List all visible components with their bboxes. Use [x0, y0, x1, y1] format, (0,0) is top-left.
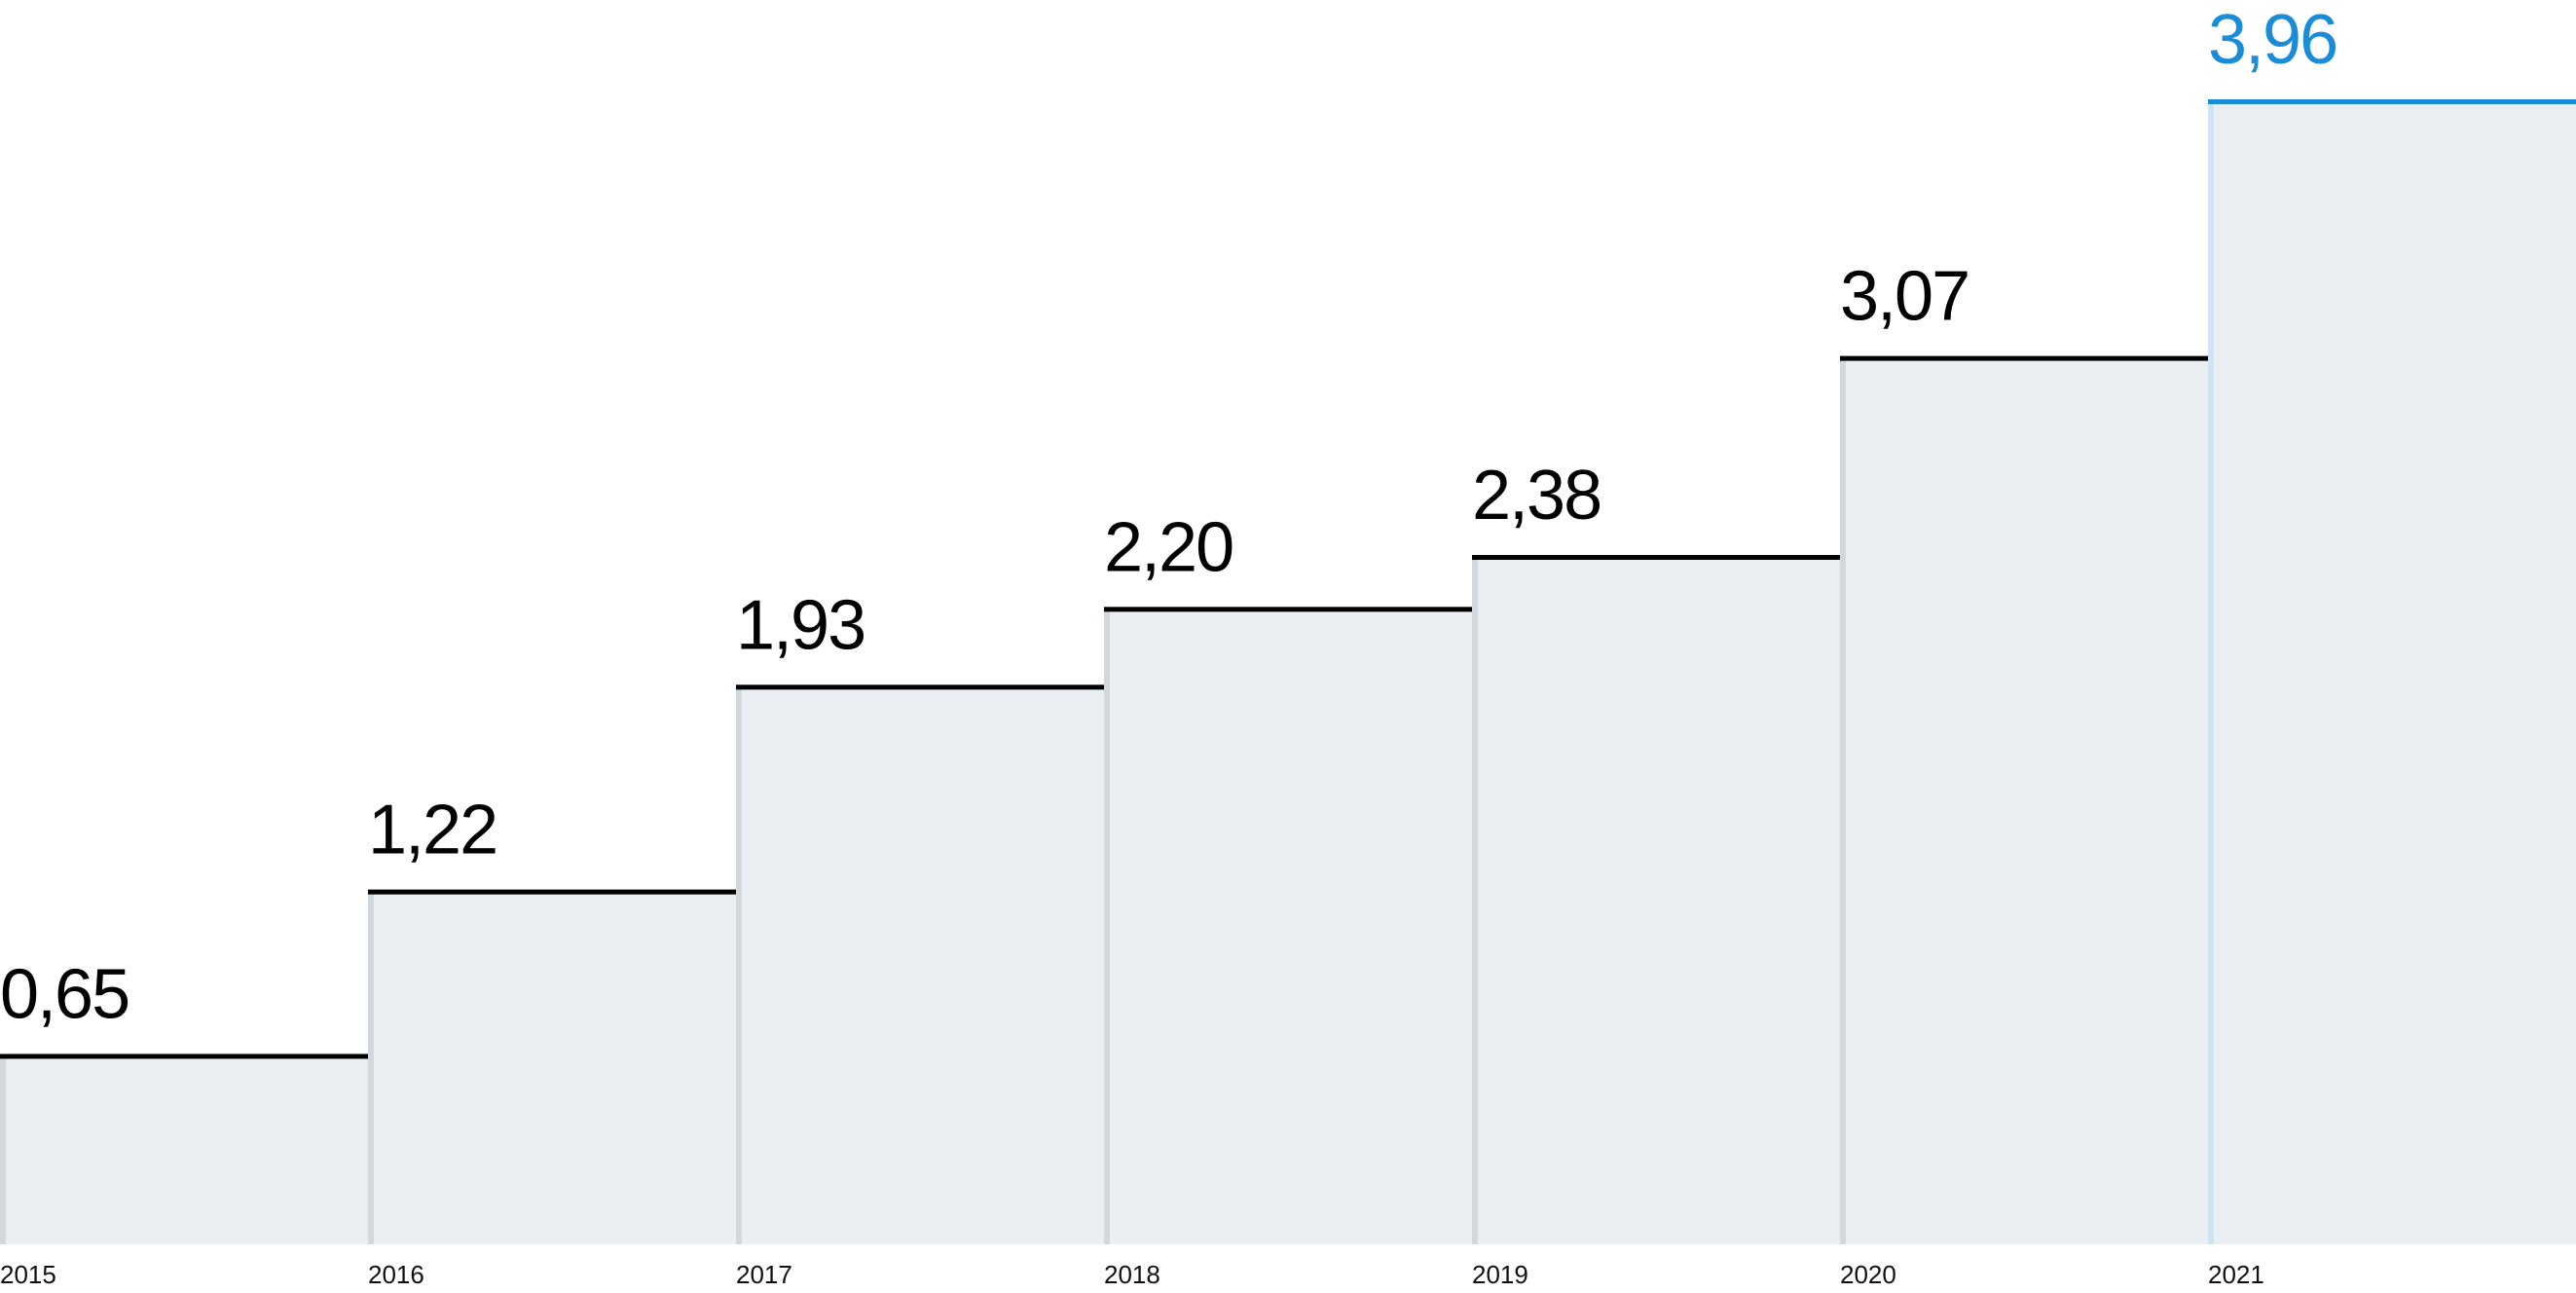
bar-2016 — [368, 892, 736, 1244]
value-label-2015: 0,65 — [0, 955, 129, 1033]
bar-top-line-2019 — [1472, 555, 1840, 561]
bar-top-line-2021 — [2208, 99, 2576, 104]
tick-label-2017: 2017 — [736, 1260, 792, 1289]
bar-2017 — [736, 687, 1104, 1244]
bar-top-line-2015 — [0, 1053, 368, 1059]
bar-edge-2019 — [1472, 558, 1478, 1244]
bar-top-line-2016 — [368, 889, 736, 895]
value-label-2017: 1,93 — [736, 586, 865, 664]
bar-2015 — [0, 1056, 368, 1244]
tick-label-2021: 2021 — [2208, 1260, 2264, 1289]
value-label-2019: 2,38 — [1472, 457, 1601, 535]
bar-edge-2016 — [368, 892, 374, 1244]
tick-label-2018: 2018 — [1104, 1260, 1160, 1289]
value-label-2021: 3,96 — [2208, 1, 2337, 79]
x-axis-ticks: 2015 2016 2017 2018 2019 2020 2021 — [0, 1260, 2264, 1289]
value-labels-group: 0,65 1,22 1,93 2,20 2,38 3,07 3,96 — [0, 1, 2338, 1033]
bar-2018 — [1104, 610, 1472, 1244]
value-label-2016: 1,22 — [368, 792, 497, 869]
value-label-2018: 2,20 — [1104, 508, 1233, 586]
bars-group — [0, 99, 2576, 1244]
bar-edge-2020 — [1840, 358, 1846, 1244]
bar-top-line-2020 — [1840, 355, 2208, 361]
bar-edge-2021 — [2208, 102, 2214, 1244]
bar-edge-2015 — [0, 1056, 6, 1244]
bar-top-line-2018 — [1104, 607, 1472, 612]
bar-edge-2018 — [1104, 610, 1110, 1244]
bar-top-line-2017 — [736, 684, 1104, 690]
bar-2019 — [1472, 558, 1840, 1244]
bar-2021 — [2208, 102, 2576, 1244]
tick-label-2020: 2020 — [1840, 1260, 1896, 1289]
value-label-2020: 3,07 — [1840, 258, 1969, 336]
tick-label-2019: 2019 — [1472, 1260, 1528, 1289]
bar-edge-2017 — [736, 687, 742, 1244]
tick-label-2016: 2016 — [368, 1260, 424, 1289]
tick-label-2015: 2015 — [0, 1260, 56, 1289]
bar-2020 — [1840, 358, 2208, 1244]
